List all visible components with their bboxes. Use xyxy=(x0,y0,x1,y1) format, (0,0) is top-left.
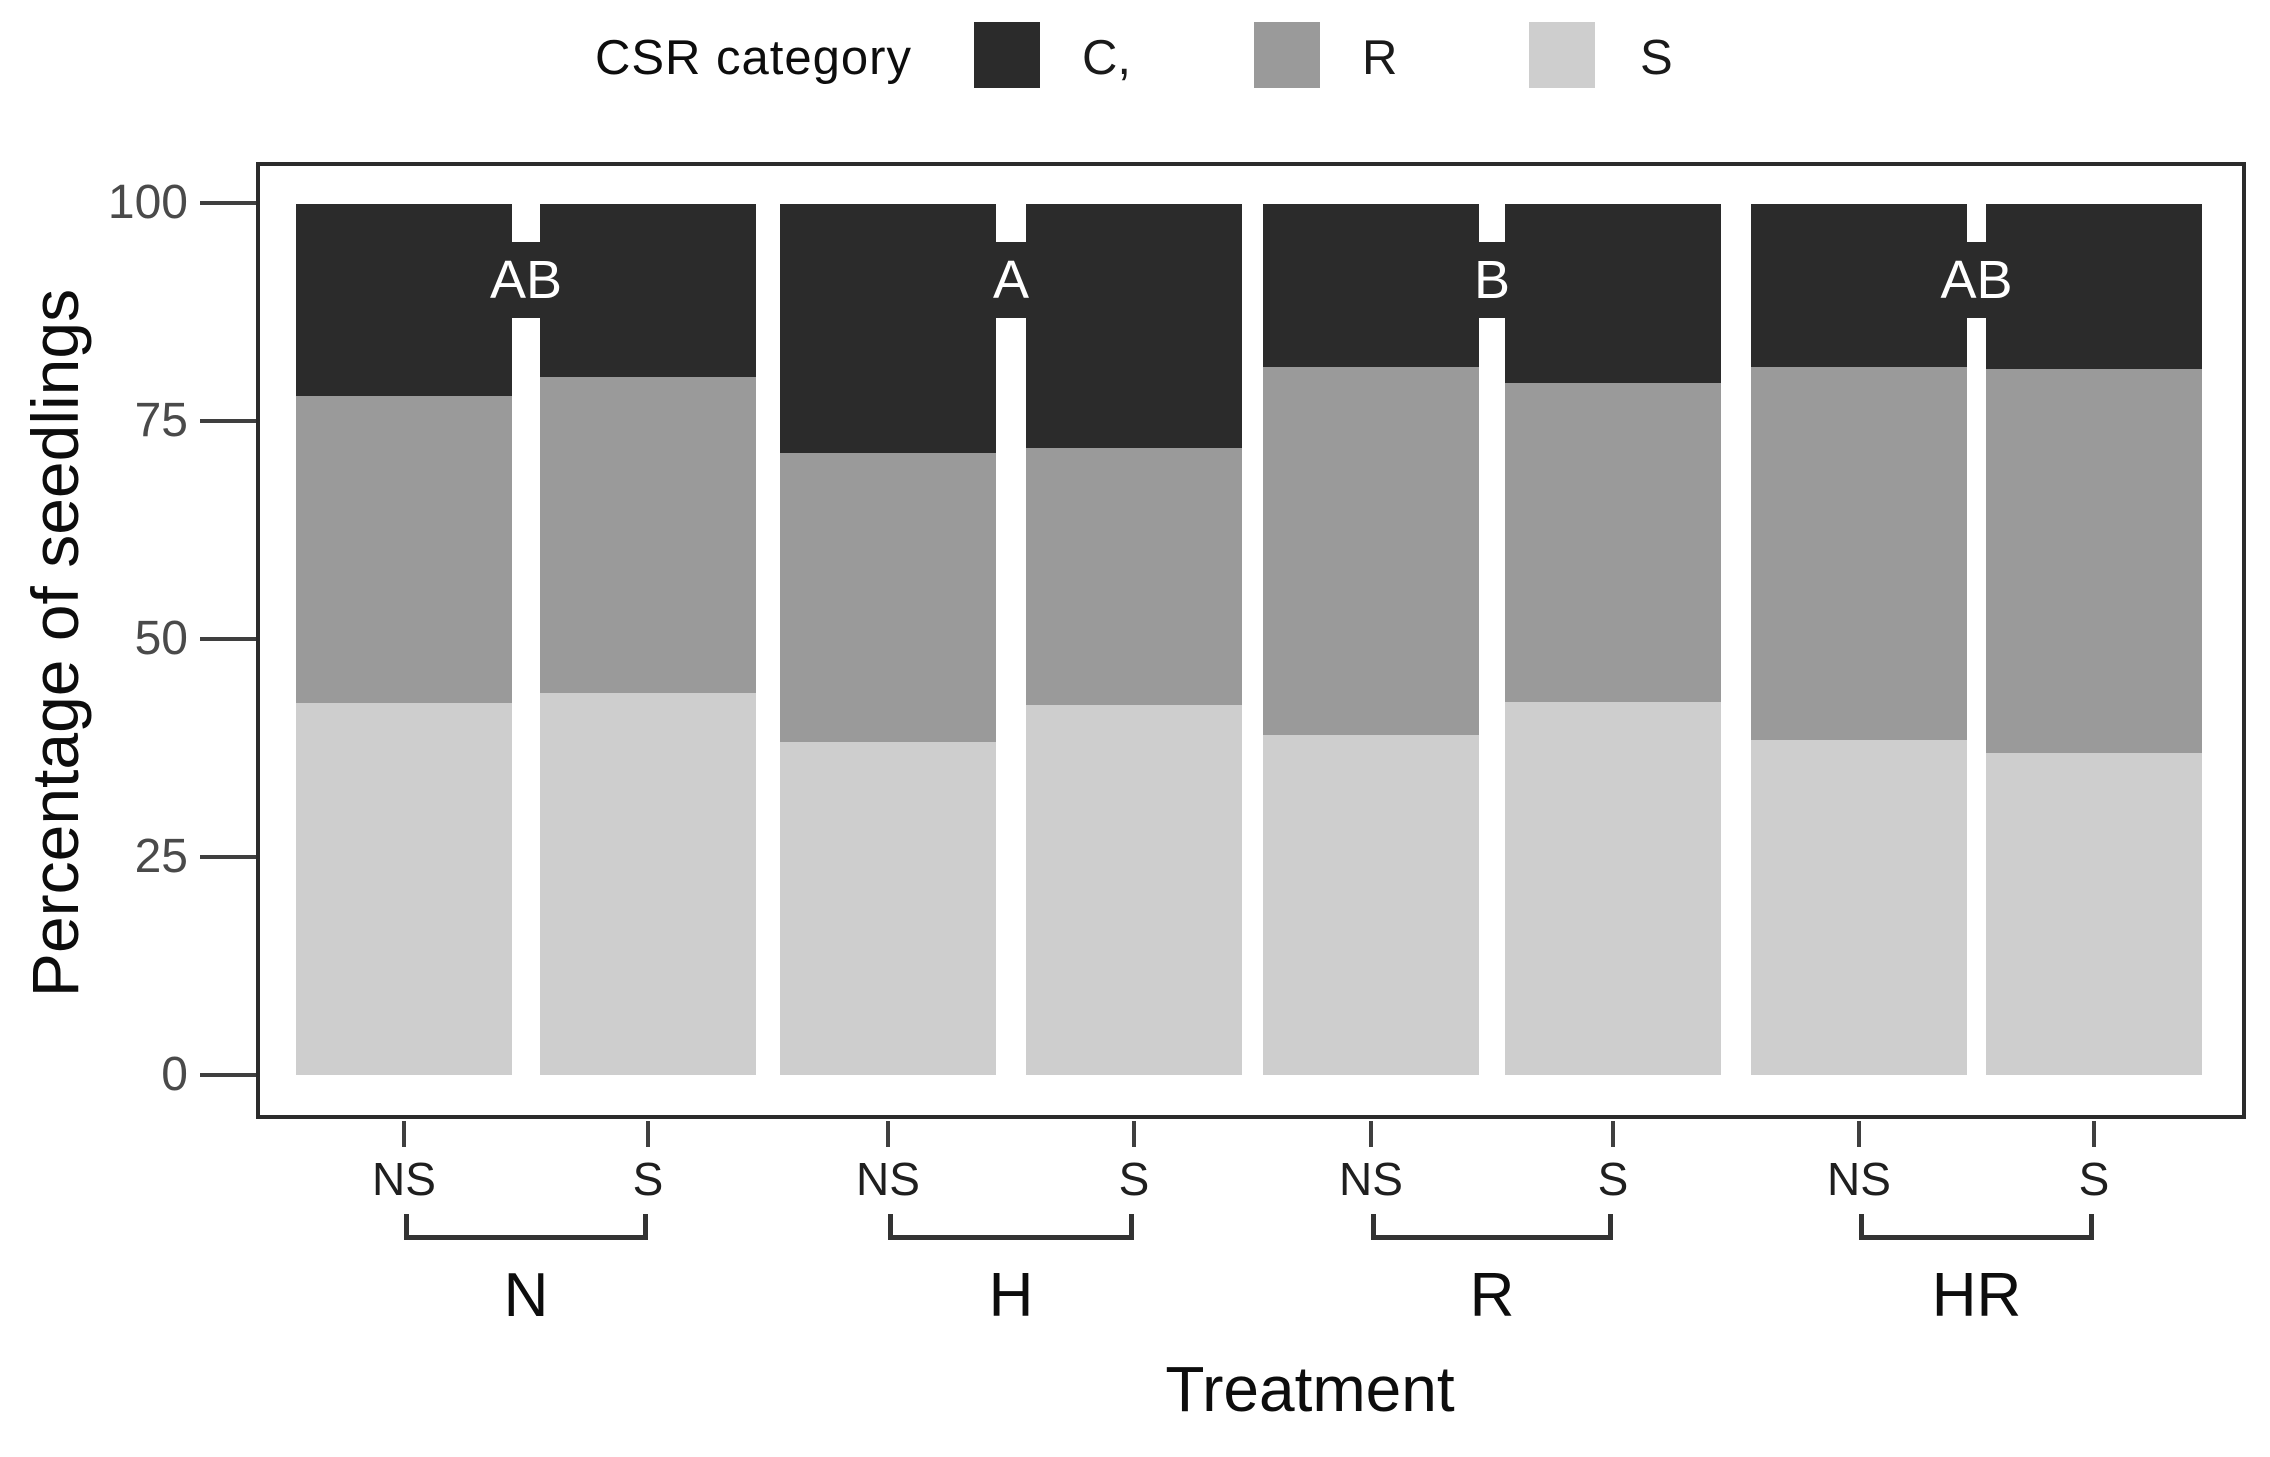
x-tick-N-S xyxy=(646,1121,650,1147)
x-tick-label-R-NS: NS xyxy=(1339,1153,1403,1205)
x-tick-label-H-S: S xyxy=(1118,1153,1150,1205)
legend-label-c: C, xyxy=(1082,31,1131,85)
bar-segment-r-H-S xyxy=(1026,447,1242,705)
significance-label-N: AB xyxy=(441,242,611,318)
legend-label-r: R xyxy=(1362,31,1398,85)
legend-title: CSR category xyxy=(594,31,912,85)
bar-segment-r-R-NS xyxy=(1263,366,1479,736)
bar-segment-r-HR-NS xyxy=(1751,366,1967,740)
y-tick-50 xyxy=(200,637,256,641)
bar-segment-s-H-S xyxy=(1026,704,1242,1075)
x-tick-label-N-S: S xyxy=(632,1153,664,1205)
bar-segment-s-R-S xyxy=(1505,702,1721,1075)
group-label-HR: HR xyxy=(1931,1261,2022,1330)
y-tick-label-100: 100 xyxy=(107,176,188,229)
y-tick-label-50: 50 xyxy=(134,612,188,665)
group-bracket-N xyxy=(404,1214,648,1240)
y-tick-label-75: 75 xyxy=(134,394,188,447)
significance-label-H: A xyxy=(926,242,1096,318)
x-axis-title: Treatment xyxy=(1165,1353,1455,1425)
bar-segment-r-HR-S xyxy=(1986,369,2202,753)
x-tick-R-S xyxy=(1611,1121,1615,1147)
y-tick-label-25: 25 xyxy=(134,830,188,883)
x-tick-HR-S xyxy=(2092,1121,2096,1147)
bar-segment-r-N-NS xyxy=(296,395,512,704)
bar-segment-r-R-S xyxy=(1505,383,1721,703)
y-tick-25 xyxy=(200,855,256,859)
y-tick-label-0: 0 xyxy=(161,1048,188,1101)
x-tick-N-NS xyxy=(402,1121,406,1147)
bar-segment-c-H-S xyxy=(1026,204,1242,448)
x-tick-label-H-NS: NS xyxy=(856,1153,920,1205)
legend-swatch-r xyxy=(1254,22,1320,88)
legend-swatch-c xyxy=(974,22,1040,88)
significance-label-R: B xyxy=(1407,242,1577,318)
group-label-H: H xyxy=(988,1261,1034,1330)
group-bracket-R xyxy=(1371,1214,1613,1240)
x-tick-label-HR-S: S xyxy=(2078,1153,2110,1205)
x-tick-label-R-S: S xyxy=(1597,1153,1629,1205)
group-bracket-HR xyxy=(1859,1214,2094,1240)
significance-label-HR: AB xyxy=(1891,242,2062,318)
x-tick-label-N-NS: NS xyxy=(372,1153,436,1205)
legend-swatch-s xyxy=(1529,22,1595,88)
x-tick-H-S xyxy=(1132,1121,1136,1147)
bar-segment-s-HR-NS xyxy=(1751,739,1967,1075)
y-tick-100 xyxy=(200,201,256,205)
x-tick-HR-NS xyxy=(1857,1121,1861,1147)
group-label-R: R xyxy=(1469,1261,1515,1330)
bar-segment-s-N-S xyxy=(540,692,756,1075)
y-tick-75 xyxy=(200,419,256,423)
group-bracket-H xyxy=(888,1214,1134,1240)
x-tick-label-HR-NS: NS xyxy=(1827,1153,1891,1205)
y-tick-0 xyxy=(200,1073,256,1077)
bar-segment-s-R-NS xyxy=(1263,735,1479,1075)
bar-segment-r-N-S xyxy=(540,377,756,693)
bar-segment-r-H-NS xyxy=(780,453,996,743)
x-tick-H-NS xyxy=(886,1121,890,1147)
bar-segment-s-H-NS xyxy=(780,742,996,1075)
legend-label-s: S xyxy=(1640,31,1673,85)
bar-segment-s-HR-S xyxy=(1986,752,2202,1075)
group-label-N: N xyxy=(503,1261,549,1330)
bar-segment-s-N-NS xyxy=(296,703,512,1075)
x-tick-R-NS xyxy=(1369,1121,1373,1147)
